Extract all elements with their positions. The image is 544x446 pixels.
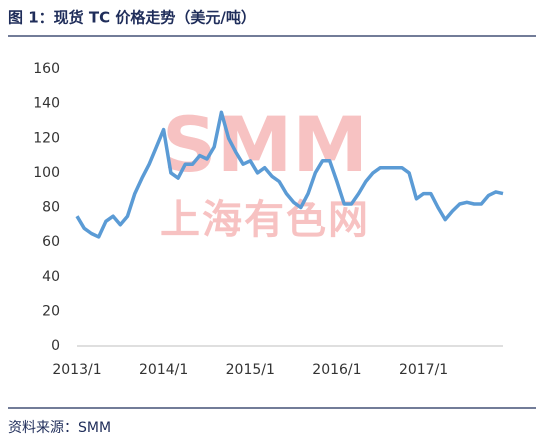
y-tick-label: 60: [42, 234, 60, 250]
chart-title: 图 1：现货 TC 价格走势（美元/吨）: [8, 9, 256, 27]
watermark-text: 上海有色网: [160, 197, 370, 243]
x-tick-label: 2017/1: [399, 362, 448, 378]
y-tick-label: 140: [33, 96, 60, 112]
watermark-logo: SMM: [162, 100, 368, 189]
x-tick-label: 2014/1: [139, 362, 188, 378]
y-tick-label: 0: [51, 338, 60, 354]
y-tick-label: 20: [42, 303, 60, 319]
y-tick-label: 100: [33, 165, 60, 181]
source: 资料来源：SMM: [8, 420, 111, 436]
x-tick-label: 2016/1: [312, 362, 361, 378]
y-tick-label: 80: [42, 200, 60, 216]
y-tick-label: 120: [33, 130, 60, 146]
x-tick-label: 2015/1: [226, 362, 275, 378]
y-tick-label: 160: [33, 61, 60, 77]
x-tick-label: 2013/1: [52, 362, 101, 378]
line: [75, 110, 504, 239]
y-tick-label: 40: [42, 269, 60, 285]
